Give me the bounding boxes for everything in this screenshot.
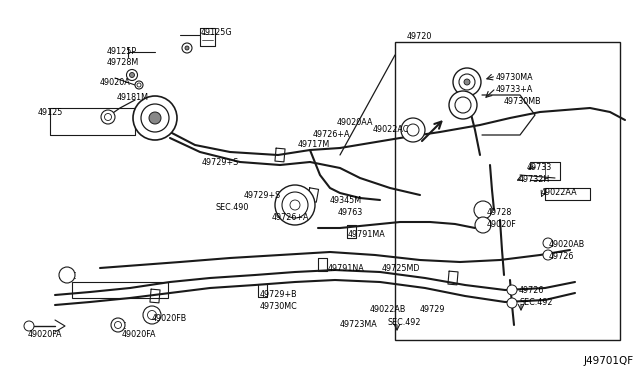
Text: 49728: 49728 (487, 208, 513, 217)
Circle shape (464, 79, 470, 85)
Bar (395, 42, 620, 340)
Text: 49729+S: 49729+S (244, 191, 281, 200)
Text: 49723MA: 49723MA (340, 320, 378, 329)
Circle shape (59, 267, 75, 283)
Circle shape (543, 238, 553, 248)
Text: SEC.492: SEC.492 (388, 318, 422, 327)
Text: 49720: 49720 (407, 32, 433, 41)
Circle shape (543, 250, 553, 260)
Text: 49726+A: 49726+A (313, 130, 351, 139)
Text: 49726: 49726 (519, 286, 545, 295)
Circle shape (137, 83, 141, 87)
Text: 49730MB: 49730MB (504, 97, 541, 106)
Text: 49725MD: 49725MD (382, 264, 420, 273)
Text: 49726: 49726 (549, 252, 574, 261)
Circle shape (455, 97, 471, 113)
Text: 49726+A: 49726+A (272, 213, 310, 222)
Circle shape (282, 192, 308, 218)
Text: 49733: 49733 (527, 163, 552, 172)
Circle shape (127, 70, 138, 80)
Circle shape (133, 96, 177, 140)
Circle shape (474, 201, 492, 219)
Circle shape (275, 185, 315, 225)
Circle shape (141, 104, 169, 132)
Circle shape (459, 74, 475, 90)
Circle shape (115, 321, 122, 328)
Bar (72, 282, 168, 298)
Circle shape (407, 124, 419, 136)
Text: 49730MC: 49730MC (260, 302, 298, 311)
Text: 49717M: 49717M (298, 140, 330, 149)
Text: 49729+S: 49729+S (202, 158, 239, 167)
Text: 49763: 49763 (338, 208, 364, 217)
Text: 49020FA: 49020FA (122, 330, 157, 339)
Text: 49020A: 49020A (100, 78, 131, 87)
Text: 49733+A: 49733+A (496, 85, 533, 94)
Text: 49181M: 49181M (117, 93, 149, 102)
Text: J49701QF: J49701QF (584, 356, 634, 366)
Circle shape (135, 81, 143, 89)
Text: SEC.490: SEC.490 (215, 203, 248, 212)
Text: 49022AC: 49022AC (373, 125, 410, 134)
Circle shape (401, 118, 425, 142)
Circle shape (111, 318, 125, 332)
Text: 49791NA: 49791NA (328, 264, 365, 273)
Circle shape (507, 285, 517, 295)
Circle shape (101, 110, 115, 124)
Circle shape (290, 200, 300, 210)
Circle shape (449, 91, 477, 119)
Text: 49020FA: 49020FA (28, 330, 63, 339)
Text: 49125: 49125 (38, 108, 63, 117)
Circle shape (24, 321, 34, 331)
Circle shape (147, 311, 157, 320)
Text: 49020AA: 49020AA (337, 118, 374, 127)
Text: 49125P: 49125P (107, 47, 137, 56)
Text: 49022AA: 49022AA (541, 188, 578, 197)
Text: 49729+B: 49729+B (260, 290, 298, 299)
Text: 49020FB: 49020FB (152, 314, 188, 323)
Circle shape (182, 43, 192, 53)
Circle shape (129, 73, 134, 77)
Text: 49732H: 49732H (519, 175, 550, 184)
Text: 49022AB: 49022AB (370, 305, 406, 314)
Text: 49791MA: 49791MA (348, 230, 386, 239)
Text: SEC.492: SEC.492 (519, 298, 552, 307)
Text: 49125G: 49125G (201, 28, 232, 37)
Circle shape (149, 112, 161, 124)
Text: 49730MA: 49730MA (496, 73, 534, 82)
Circle shape (185, 46, 189, 50)
Circle shape (507, 298, 517, 308)
Circle shape (453, 68, 481, 96)
Text: 49728M: 49728M (107, 58, 140, 67)
Text: 49020F: 49020F (487, 220, 516, 229)
Circle shape (104, 113, 111, 121)
Circle shape (475, 217, 491, 233)
Text: 49345M: 49345M (330, 196, 362, 205)
Circle shape (143, 306, 161, 324)
Text: 49020AB: 49020AB (549, 240, 585, 249)
Text: 49729: 49729 (420, 305, 445, 314)
